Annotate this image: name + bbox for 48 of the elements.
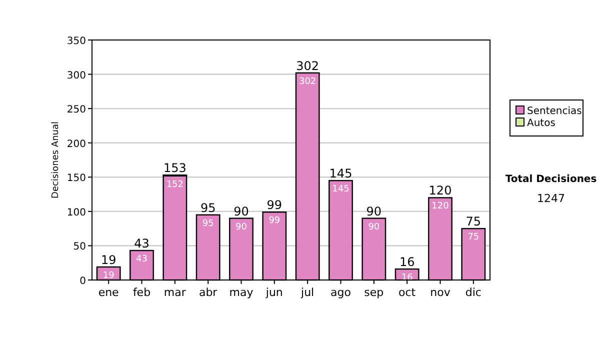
y-tick-label: 300 [66, 70, 86, 82]
total-label: 99 [266, 198, 282, 212]
y-tick-label: 0 [80, 276, 86, 287]
total-label: 19 [100, 252, 116, 267]
data-label: 302 [298, 76, 316, 87]
y-tick-label: 100 [66, 207, 86, 218]
total-label: 153 [163, 161, 186, 176]
total-label: 75 [466, 214, 482, 229]
data-label: 152 [166, 180, 184, 190]
y-tick-label: 50 [73, 242, 86, 253]
data-label: 99 [268, 216, 280, 226]
x-tick-label: mar [164, 286, 186, 299]
x-tick-label: may [229, 286, 254, 299]
total-label: 16 [399, 255, 415, 270]
data-label: 90 [236, 222, 248, 232]
data-label: 145 [332, 184, 350, 195]
x-tick-label: ene [98, 286, 120, 299]
data-label: 75 [468, 232, 480, 243]
y-tick-label: 150 [66, 173, 86, 184]
legend-label: Autos [527, 118, 556, 129]
data-label: 90 [368, 222, 380, 232]
x-tick-label: jul [300, 286, 314, 299]
x-tick-label: oct [398, 286, 416, 299]
text: Total Decisiones [505, 174, 597, 185]
x-tick-label: feb [132, 286, 151, 299]
data-label: 19 [102, 270, 115, 281]
y-tick-label: 350 [66, 36, 86, 47]
total-label: 120 [428, 184, 452, 198]
legend-label: Sentencias [527, 106, 582, 117]
x-tick-label: nov [430, 286, 451, 299]
total-label: 302 [296, 58, 320, 73]
data-label: 95 [202, 218, 214, 229]
y-axis-title: Decisiones Anual [51, 122, 61, 198]
y-tick-label: 250 [66, 104, 86, 116]
x-tick-label: sep [364, 286, 384, 299]
x-tick-label: jun [264, 286, 283, 299]
total-label: 145 [329, 166, 352, 181]
total-label: 90 [234, 204, 249, 218]
y-tick-label: 200 [66, 138, 86, 150]
data-label: 43 [136, 254, 148, 265]
total-label: 90 [366, 204, 382, 218]
x-tick-label: abr [198, 286, 218, 299]
text: 1247 [537, 192, 565, 205]
total-label: 95 [200, 200, 216, 215]
data-label: 120 [432, 202, 450, 212]
x-tick-label: dic [465, 286, 482, 299]
x-tick-label: ago [330, 286, 352, 299]
total-label: 43 [134, 236, 150, 251]
